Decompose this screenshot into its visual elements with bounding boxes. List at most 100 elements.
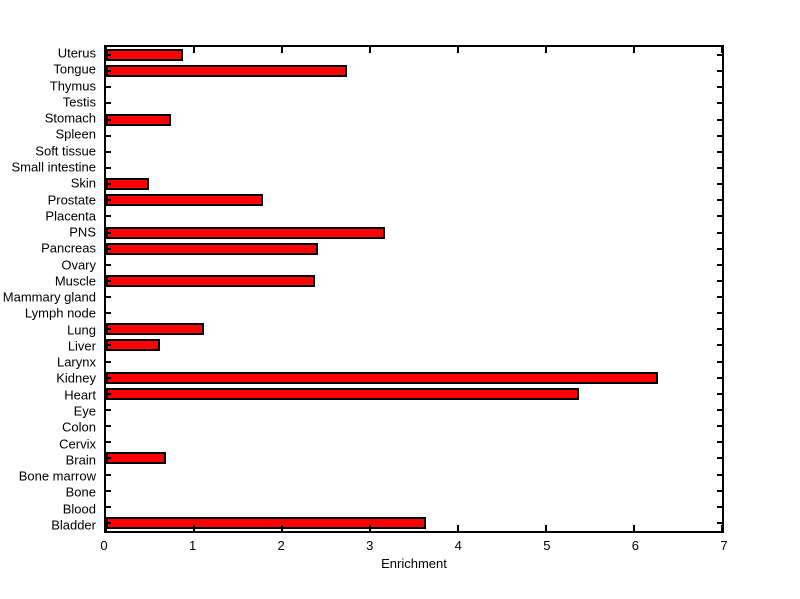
- y-tick-left-eye: [106, 409, 111, 411]
- y-tick-label-testis: Testis: [62, 94, 96, 110]
- y-tick-left-spleen: [106, 134, 111, 137]
- y-tick-left-heart: [106, 392, 111, 395]
- y-tick-right-skin: [717, 183, 722, 186]
- x-tick-bottom-4: [457, 525, 459, 531]
- y-tick-left-testis: [106, 102, 111, 105]
- y-tick-left-lymph-node: [106, 312, 111, 315]
- x-tick-top-0: [105, 47, 107, 53]
- y-tick-left-blood: [106, 505, 111, 508]
- y-tick-left-placenta: [106, 215, 111, 218]
- bar-tongue: [106, 65, 348, 78]
- y-tick-right-small-intestine: [717, 167, 722, 169]
- y-tick-left-lung: [106, 328, 111, 331]
- y-tick-left-thymus: [106, 86, 111, 89]
- y-tick-left-mammary-gland: [106, 296, 111, 299]
- bar-row-testis: [106, 95, 722, 111]
- y-tick-right-soft-tissue: [717, 150, 722, 153]
- x-tick-top-4: [457, 47, 459, 53]
- y-tick-left-colon: [106, 425, 111, 428]
- y-tick-left-stomach: [106, 118, 111, 121]
- bar-row-uterus: [106, 47, 722, 63]
- y-tick-left-bone-marrow: [106, 473, 111, 476]
- y-tick-right-tongue: [717, 70, 722, 73]
- x-tick-label-0: 0: [100, 538, 108, 553]
- y-tick-label-mammary-gland: Mammary gland: [2, 289, 96, 305]
- bar-row-stomach: [106, 112, 722, 128]
- y-tick-left-soft-tissue: [106, 150, 111, 153]
- y-tick-right-spleen: [717, 134, 722, 137]
- bar-row-liver: [106, 337, 722, 353]
- bar-brain: [106, 452, 166, 465]
- y-tick-label-larynx: Larynx: [56, 354, 96, 370]
- y-tick-label-tongue: Tongue: [53, 61, 96, 77]
- y-tick-label-spleen: Spleen: [55, 126, 96, 142]
- x-tick-label-5: 5: [543, 538, 551, 553]
- y-tick-left-pancreas: [106, 247, 111, 250]
- x-tick-bottom-5: [545, 525, 547, 531]
- x-tick-label-7: 7: [720, 538, 728, 553]
- x-tick-bottom-0: [105, 525, 107, 531]
- y-tick-label-cervix: Cervix: [59, 436, 96, 452]
- y-tick-label-heart: Heart: [64, 387, 96, 403]
- y-tick-label-thymus: Thymus: [49, 78, 96, 94]
- bar-row-spleen: [106, 128, 722, 144]
- bar-stomach: [106, 113, 172, 126]
- y-tick-right-mammary-gland: [717, 296, 722, 299]
- bar-heart: [106, 387, 579, 400]
- y-tick-left-skin: [106, 183, 111, 186]
- y-tick-label-placenta: Placenta: [45, 208, 96, 224]
- bar-row-placenta: [106, 208, 722, 224]
- y-tick-right-heart: [717, 392, 722, 395]
- y-tick-label-skin: Skin: [70, 175, 96, 191]
- y-tick-right-uterus: [717, 54, 722, 57]
- y-tick-right-bone: [717, 489, 722, 492]
- x-tick-top-5: [545, 47, 547, 53]
- x-tick-label-3: 3: [366, 538, 374, 553]
- y-tick-right-thymus: [717, 86, 722, 89]
- y-tick-left-muscle: [106, 279, 111, 282]
- x-tick-bottom-7: [721, 525, 723, 531]
- plot-area: [104, 45, 724, 533]
- y-tick-right-muscle: [717, 279, 722, 282]
- y-tick-label-ovary: Ovary: [61, 257, 96, 273]
- x-tick-label-6: 6: [631, 538, 640, 553]
- y-tick-label-small-intestine: Small intestine: [11, 159, 96, 175]
- y-tick-label-brain: Brain: [65, 452, 96, 468]
- y-tick-right-liver: [717, 344, 722, 347]
- bar-row-bone: [106, 483, 722, 499]
- x-axis-title: Enrichment: [381, 556, 447, 571]
- y-tick-left-kidney: [106, 376, 111, 379]
- bar-row-tongue: [106, 63, 722, 79]
- y-tick-left-prostate: [106, 199, 111, 202]
- bar-row-mammary-gland: [106, 289, 722, 305]
- x-tick-top-3: [369, 47, 371, 53]
- y-tick-right-cervix: [717, 441, 722, 444]
- y-tick-right-bone-marrow: [717, 473, 722, 476]
- x-tick-label-2: 2: [277, 538, 285, 553]
- bar-row-larynx: [106, 354, 722, 370]
- bar-row-lymph-node: [106, 305, 722, 321]
- bar-bladder: [106, 516, 427, 529]
- bar-uterus: [106, 49, 184, 62]
- bar-liver: [106, 339, 160, 352]
- bar-skin: [106, 178, 150, 191]
- bar-row-cervix: [106, 434, 722, 450]
- y-tick-left-liver: [106, 344, 111, 347]
- y-tick-right-bladder: [717, 521, 722, 524]
- y-tick-label-bone: Bone: [65, 484, 96, 500]
- y-tick-left-cervix: [106, 441, 111, 444]
- bar-row-pns: [106, 224, 722, 240]
- y-tick-label-kidney: Kidney: [56, 370, 96, 386]
- x-tick-bottom-1: [193, 525, 195, 531]
- y-tick-right-lung: [717, 328, 722, 331]
- bar-row-bone-marrow: [106, 466, 722, 482]
- y-tick-left-bladder: [106, 521, 111, 524]
- x-tick-top-7: [721, 47, 723, 53]
- x-tick-bottom-6: [633, 525, 635, 531]
- y-tick-label-soft-tissue: Soft tissue: [35, 143, 96, 159]
- y-tick-label-eye: Eye: [73, 403, 96, 419]
- y-tick-label-blood: Blood: [62, 501, 96, 517]
- x-tick-bottom-3: [369, 525, 371, 531]
- y-tick-label-pancreas: Pancreas: [41, 240, 96, 256]
- y-tick-left-small-intestine: [106, 167, 111, 169]
